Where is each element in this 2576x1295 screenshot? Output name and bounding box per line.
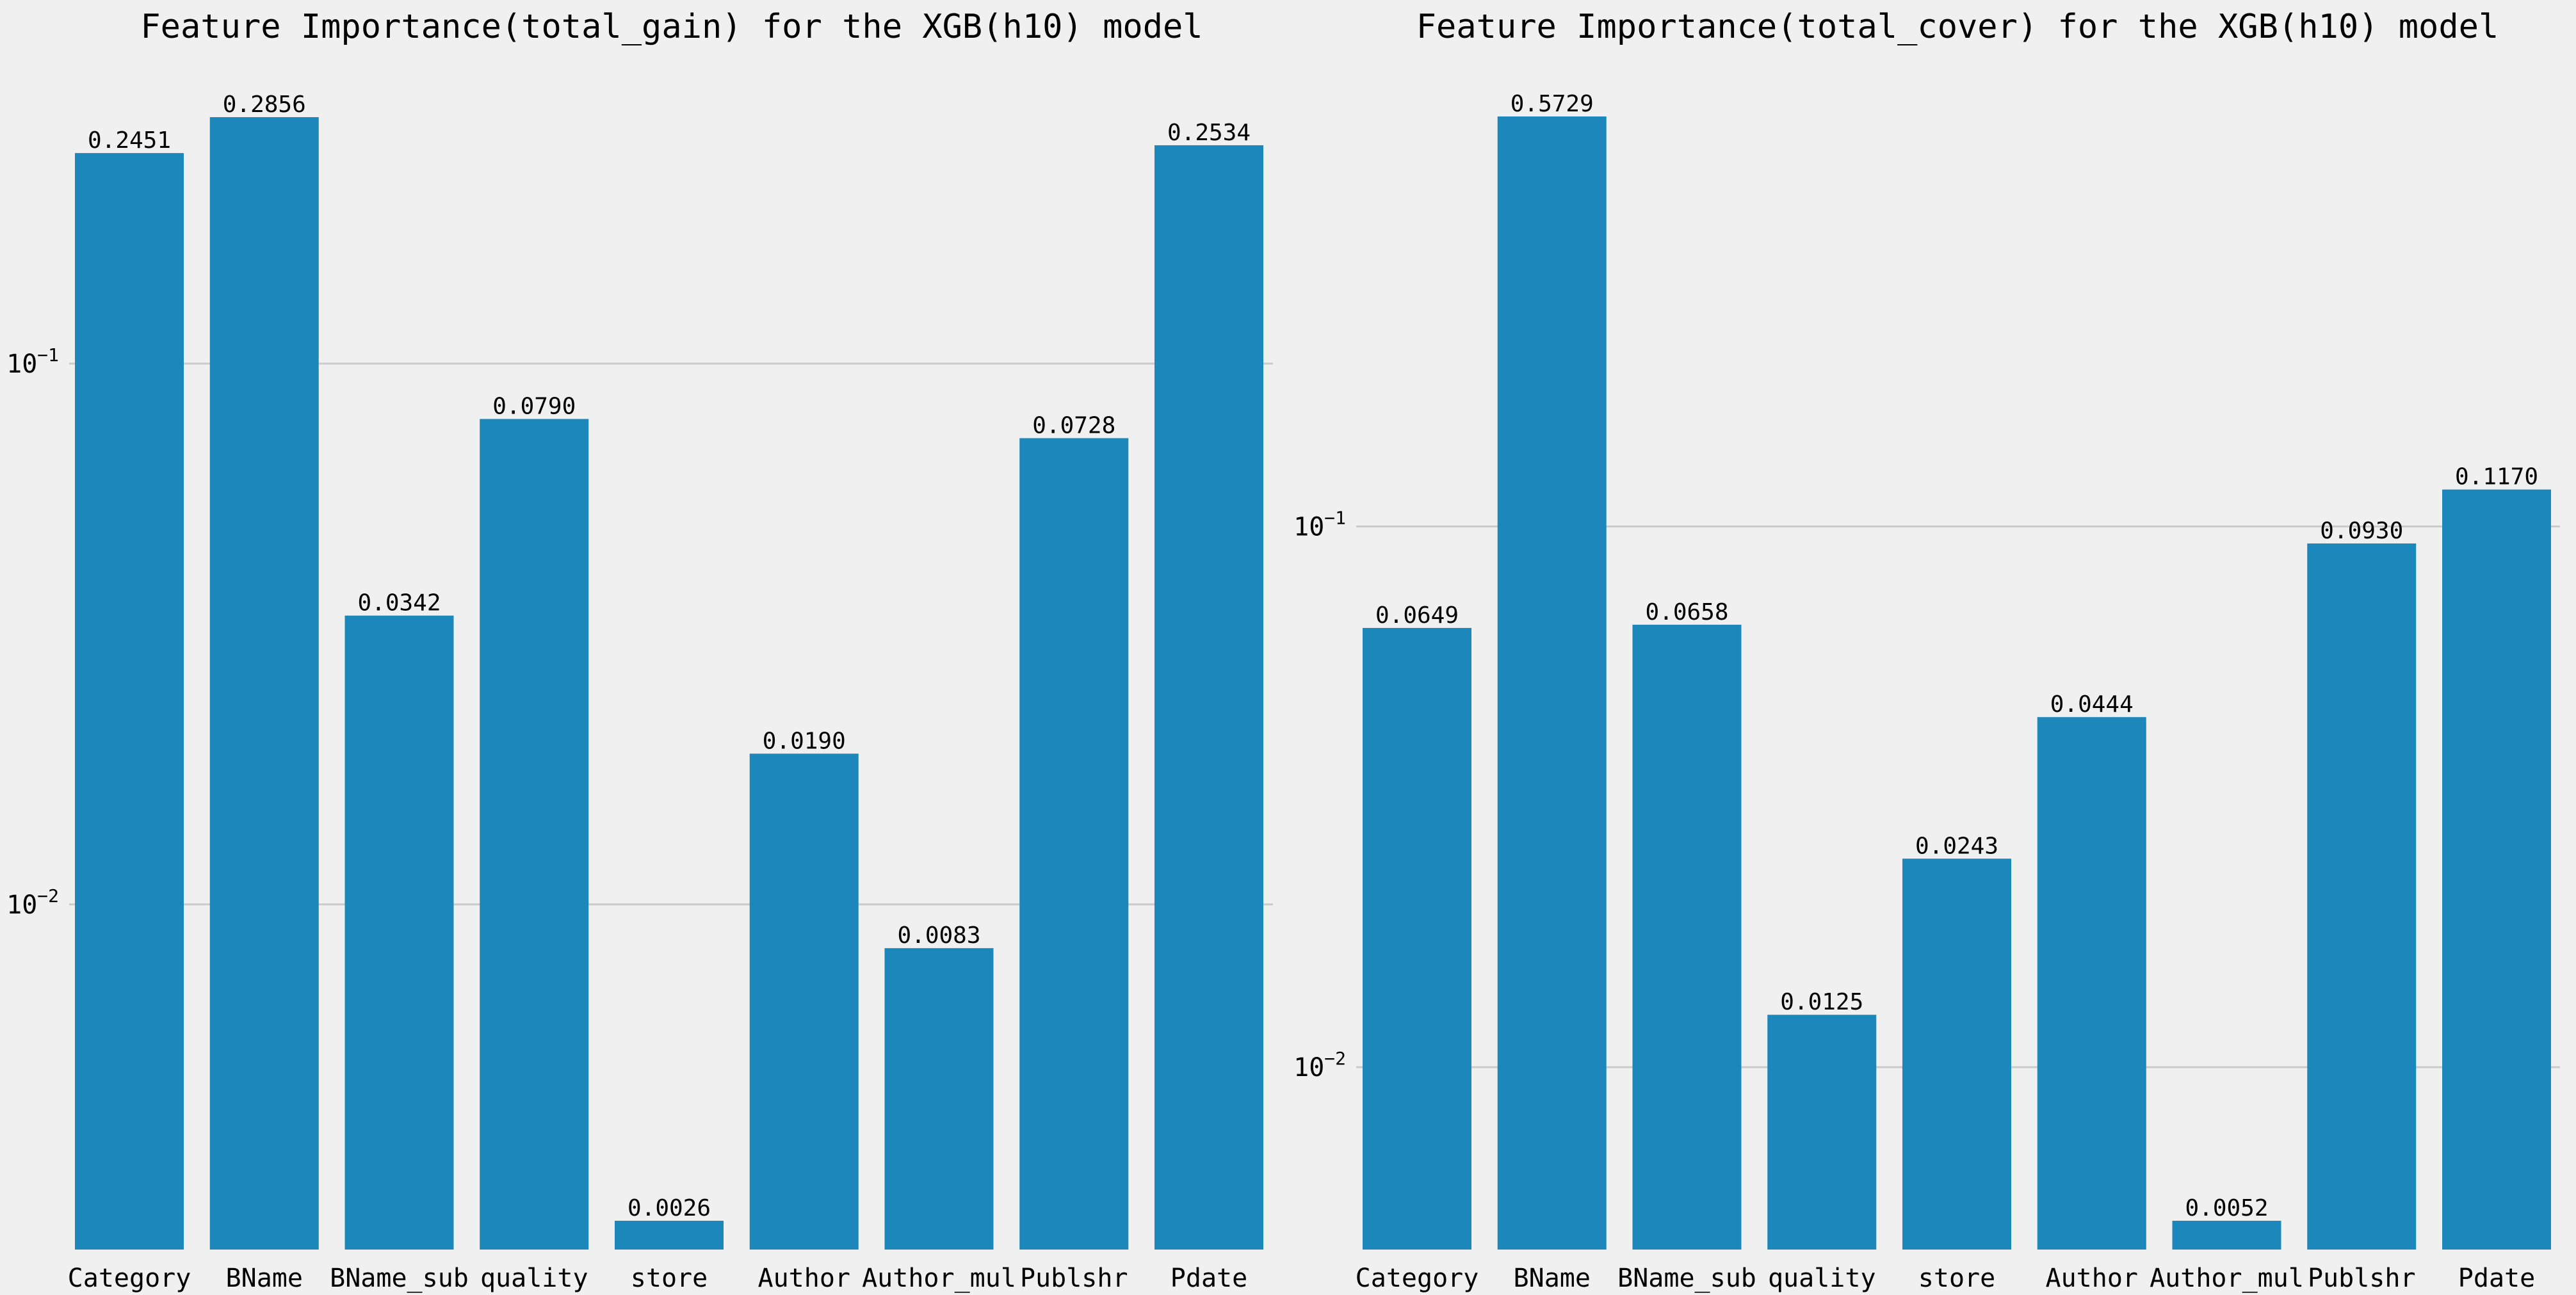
bar-value-label: 0.0658 (1645, 599, 1728, 625)
bar-value-labels: 0.0649 0.5729 0.0658 0.0125 0.0243 0.0444 0.00… (1375, 91, 2538, 1221)
bar (884, 948, 994, 1250)
bar-value-label: 0.0342 (357, 590, 441, 616)
bar (749, 753, 859, 1250)
x-tick-label: Publshr (2308, 1264, 2416, 1293)
y-tick-label: 10−2 (1293, 1048, 1346, 1082)
y-tick-labels: 10−1 10−2 (1293, 507, 1346, 1082)
y-tick-label: 10−2 (6, 885, 59, 920)
bar (2037, 717, 2146, 1250)
y-tick-labels: 10−1 10−2 (6, 344, 59, 920)
bar (1363, 627, 1471, 1250)
x-tick-label: quality (1768, 1264, 1876, 1293)
bar (480, 419, 589, 1250)
bar (2442, 489, 2551, 1250)
bar (1019, 438, 1129, 1250)
bar (75, 153, 184, 1250)
chart-title: Feature Importance(total_gain) for the X… (140, 8, 1203, 46)
x-tick-label: BName (1514, 1264, 1591, 1293)
bar-value-label: 0.0083 (897, 922, 980, 949)
bar (1154, 145, 1263, 1250)
bar-value-label: 0.2856 (223, 92, 306, 118)
bars (1363, 116, 2551, 1250)
x-tick-label: Author_mul (2150, 1264, 2304, 1293)
bar-value-label: 0.0790 (492, 394, 576, 420)
bar-value-label: 0.0052 (2185, 1195, 2268, 1221)
x-tick-label: BName (226, 1264, 303, 1293)
bar (1497, 116, 1607, 1250)
bar-value-label: 0.0125 (1780, 989, 1863, 1015)
bar-value-label: 0.2451 (88, 127, 171, 154)
bar-value-label: 0.1170 (2455, 464, 2538, 490)
x-tick-label: BName_sub (330, 1264, 469, 1293)
x-tick-label: store (1918, 1264, 1995, 1293)
bar-value-label: 0.0728 (1032, 412, 1115, 438)
bar-value-label: 0.5729 (1511, 91, 1594, 117)
x-tick-label: Publshr (1020, 1264, 1128, 1293)
bar-value-label: 0.0243 (1915, 833, 1998, 859)
bar-value-label: 0.0930 (2320, 518, 2403, 544)
x-tick-label: BName_sub (1617, 1264, 1756, 1293)
x-tick-label: Author (2046, 1264, 2139, 1293)
x-tick-label: Author_mul (862, 1264, 1016, 1293)
bar (1632, 624, 1742, 1250)
bar-value-label: 0.0026 (628, 1195, 711, 1221)
bars (75, 117, 1263, 1250)
chart-total-gain: Feature Importance(total_gain) for the X… (6, 8, 1273, 1293)
bar (209, 117, 319, 1250)
bar (2172, 1221, 2281, 1250)
bar (615, 1221, 724, 1250)
bar-value-label: 0.0190 (763, 728, 846, 754)
x-tick-label: quality (480, 1264, 588, 1293)
x-tick-label: Category (68, 1264, 191, 1293)
bar-value-label: 0.0444 (2050, 691, 2134, 718)
y-tick-label: 10−1 (1293, 507, 1346, 542)
x-tick-label: Category (1356, 1264, 1479, 1293)
x-tick-label: Pdate (2458, 1264, 2535, 1293)
bar-value-labels: 0.2451 0.2856 0.0342 0.0790 0.0026 0.0190 0.00… (88, 92, 1251, 1221)
x-tick-label: store (631, 1264, 708, 1293)
bar (1902, 858, 2011, 1250)
x-tick-labels: Category BName BName_sub quality store Author… (68, 1264, 1248, 1293)
chart-total-cover: Feature Importance(total_cover) for the … (1293, 8, 2560, 1293)
bar (2307, 543, 2417, 1250)
x-tick-label: Pdate (1171, 1264, 1247, 1293)
bar-value-label: 0.2534 (1167, 120, 1251, 146)
x-tick-label: Author (758, 1264, 851, 1293)
bar (1767, 1015, 1877, 1250)
x-tick-labels: Category BName BName_sub quality store Author… (1356, 1264, 2536, 1293)
chart-title: Feature Importance(total_cover) for the … (1416, 8, 2499, 46)
bar-value-label: 0.0649 (1375, 602, 1459, 629)
y-tick-label: 10−1 (6, 344, 59, 379)
bar (344, 615, 454, 1250)
